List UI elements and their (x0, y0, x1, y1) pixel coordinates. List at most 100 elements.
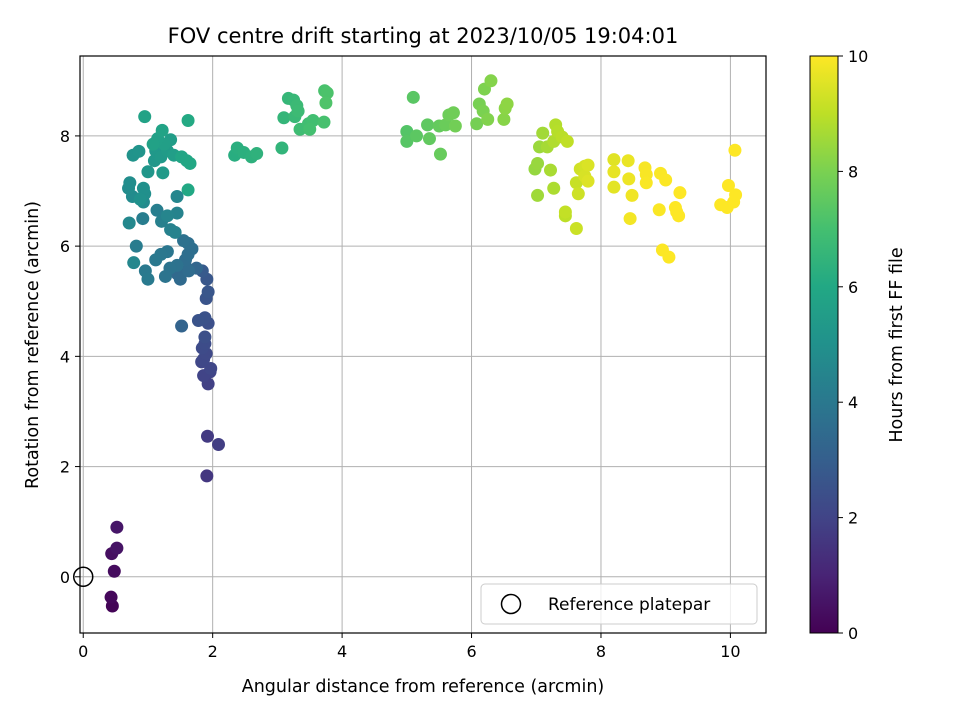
data-point (104, 590, 118, 604)
data-point (662, 250, 676, 264)
data-point (439, 118, 453, 132)
reference-point (72, 566, 94, 588)
colorbar-tick-label: 8 (848, 162, 858, 181)
data-point (571, 187, 585, 201)
data-point (160, 209, 174, 223)
data-point (433, 147, 447, 161)
colorbar-tick-label: 6 (848, 278, 858, 297)
colorbar-tick-label: 2 (848, 509, 858, 528)
data-point (136, 212, 150, 226)
data-point (138, 110, 152, 124)
data-point (129, 239, 143, 253)
colorbar: 0 2 4 6 8 10 Hours from first FF file (809, 47, 907, 643)
data-point (400, 134, 414, 148)
data-point (275, 141, 289, 155)
y-tick-label: 0 (60, 568, 70, 587)
data-point (558, 205, 572, 219)
data-point (211, 438, 225, 452)
data-point (204, 361, 218, 375)
colorbar-label: Hours from first FF file (887, 247, 907, 442)
plot-frame (79, 55, 767, 634)
data-point (547, 181, 561, 195)
x-tick-label: 0 (78, 642, 88, 661)
data-point (155, 123, 169, 137)
legend-box (480, 583, 758, 625)
data-point (149, 253, 163, 267)
data-point (625, 188, 639, 202)
data-point (481, 112, 495, 126)
data-point (446, 106, 460, 120)
data-point (133, 192, 147, 206)
data-point (500, 97, 514, 111)
data-point (191, 314, 205, 328)
data-point (531, 188, 545, 202)
data-point (581, 158, 595, 172)
legend-label: Reference platepar (548, 595, 710, 615)
data-point (201, 285, 215, 299)
colorbar-tick-label: 4 (848, 393, 858, 412)
data-point (250, 147, 264, 161)
data-point (141, 165, 155, 179)
data-point (173, 272, 187, 286)
colorbar-gradient (810, 56, 838, 633)
data-point (156, 166, 170, 180)
data-point (410, 129, 424, 143)
data-points (104, 74, 743, 613)
data-point (181, 113, 195, 127)
data-point (303, 122, 317, 136)
data-point (543, 163, 557, 177)
colorbar-tick-label: 0 (848, 624, 858, 643)
colorbar-ticks: 0 2 4 6 8 10 (838, 47, 868, 643)
data-point (569, 221, 583, 235)
data-point (181, 183, 195, 197)
data-point (175, 319, 189, 333)
data-point (560, 134, 574, 148)
y-tick-label: 4 (60, 347, 70, 366)
data-point (470, 117, 484, 131)
x-tick-label: 4 (337, 642, 347, 661)
data-point (170, 190, 184, 204)
y-axis-label: Rotation from reference (arcmin) (23, 201, 43, 489)
colorbar-frame (809, 55, 839, 634)
y-axis-ticks: 0 2 4 6 8 (60, 127, 80, 587)
x-tick-label: 2 (208, 642, 218, 661)
data-point (729, 188, 743, 202)
data-point (200, 429, 214, 443)
data-point (110, 520, 124, 534)
data-point (621, 154, 635, 168)
data-point (422, 132, 436, 146)
data-point (581, 174, 595, 188)
data-point (607, 180, 621, 194)
data-point (168, 225, 182, 239)
data-point (536, 126, 550, 140)
data-point (728, 143, 742, 157)
data-point (622, 172, 636, 186)
data-point (652, 203, 666, 217)
data-point (110, 541, 124, 555)
data-point (158, 269, 172, 283)
data-point (107, 564, 121, 578)
data-point (607, 153, 621, 167)
data-point (141, 272, 155, 286)
data-point (531, 156, 545, 170)
data-point (200, 469, 214, 483)
x-tick-label: 6 (466, 642, 476, 661)
data-point (146, 137, 160, 151)
legend: Reference platepar (480, 583, 758, 625)
data-point (497, 112, 511, 126)
data-point (673, 186, 687, 200)
chart-title: FOV centre drift starting at 2023/10/05 … (168, 24, 679, 48)
data-point (639, 176, 653, 190)
x-axis-label: Angular distance from reference (arcmin) (242, 677, 605, 697)
data-point (659, 173, 673, 187)
data-point (127, 256, 141, 270)
x-tick-label: 10 (720, 642, 740, 661)
reference-marker (72, 566, 94, 588)
data-point (183, 156, 197, 170)
data-point (150, 203, 164, 217)
colorbar-tick-label: 10 (848, 47, 868, 66)
data-point (484, 74, 498, 88)
data-point (122, 216, 136, 230)
y-tick-label: 8 (60, 127, 70, 146)
